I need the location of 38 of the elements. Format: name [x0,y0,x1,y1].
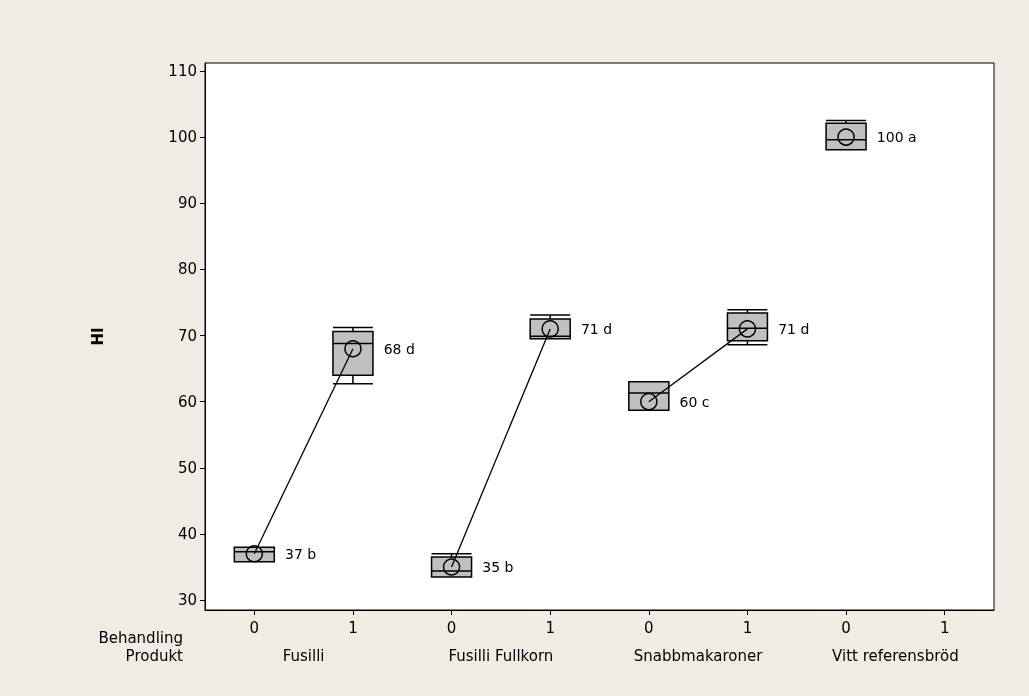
x-tick-label: 0 [841,618,851,637]
y-tick-label: 100 [168,128,197,147]
text: Produkt [125,646,184,665]
point [344,339,362,358]
data-label: 68 d [383,340,415,357]
point [837,128,855,146]
data-label: 71 d [580,320,613,337]
y-axis-title: HI [88,327,107,346]
x-tick-label: 1 [742,618,753,637]
point [245,545,264,563]
x-tick-label: 1 [545,618,555,637]
x-axis-title: Behandling [98,628,183,647]
text: Snabbmakaroner [633,646,764,665]
y-tick-label: 40 [177,524,197,543]
y-tick-label: 60 [177,392,197,411]
data-label: 35 b [482,559,514,576]
point [541,320,559,338]
y-tick-label: 50 [177,458,197,477]
text: Vitt referensbröd [832,646,959,665]
data-label: 71 d [778,320,810,337]
x-tick-label: 1 [939,618,950,637]
y-tick-label: 30 [177,591,197,610]
data-label: 100 a [876,129,917,146]
x-tick-label: 0 [644,618,654,637]
y-tick-label: 110 [168,61,197,80]
y-tick-label: 90 [177,194,197,213]
data-label: 37 b [285,545,317,562]
point [738,320,757,338]
point [442,558,461,576]
x-tick-label: 0 [446,618,457,637]
x-tick-label: 1 [348,618,358,637]
y-tick-label: 80 [177,260,197,279]
text: Fusilli Fullkorn [448,646,554,665]
y-tick-label: 70 [177,326,197,345]
data-label: 60 c [679,393,710,410]
x-tick-label: 0 [249,618,260,637]
text: Fusilli [282,646,325,665]
point [640,392,658,411]
